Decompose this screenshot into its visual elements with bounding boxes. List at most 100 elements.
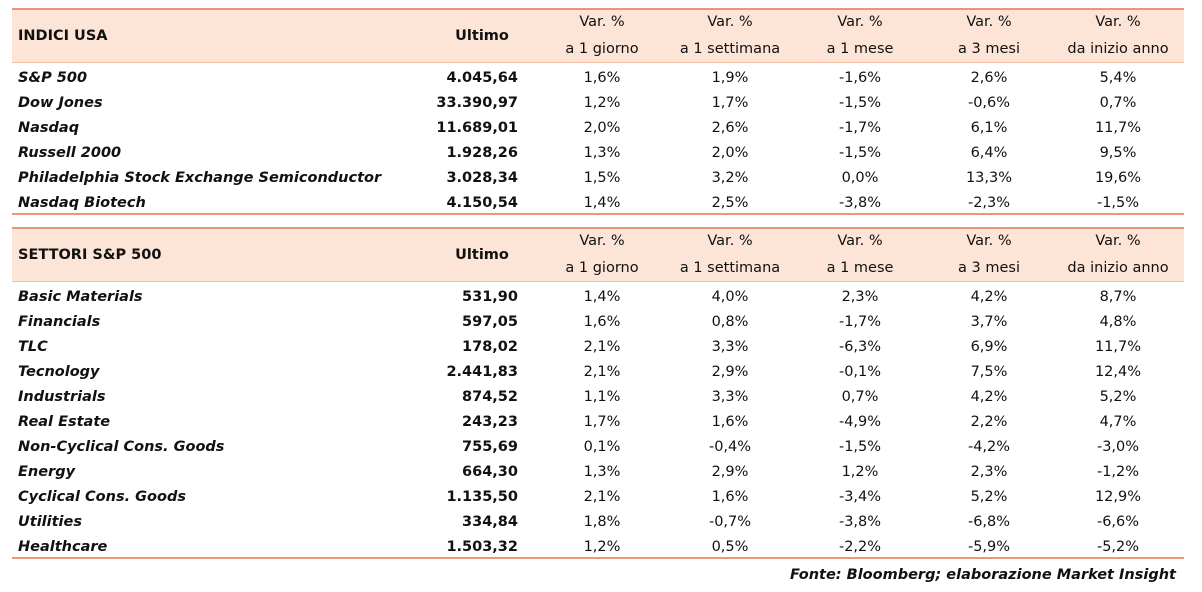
column-header: Var. % bbox=[966, 233, 1012, 249]
source: Fonte: Bloomberg; elaborazione Market In… bbox=[789, 567, 1176, 583]
var-value: 2,1% bbox=[583, 489, 621, 505]
last-value: 4.150,54 bbox=[446, 195, 518, 211]
row-name: Tecnology bbox=[18, 364, 100, 380]
row-name: Energy bbox=[18, 464, 76, 480]
table-title: INDICI USA bbox=[18, 28, 108, 44]
column-header: a 1 giorno bbox=[565, 41, 639, 57]
var-value: 9,5% bbox=[1099, 145, 1137, 161]
last-value: 597,05 bbox=[462, 314, 518, 330]
var-value: 3,3% bbox=[711, 339, 749, 355]
var-value: 2,5% bbox=[711, 195, 749, 211]
var-value: 1,2% bbox=[841, 464, 879, 480]
var-value: -1,5% bbox=[838, 145, 882, 161]
var-value: 7,5% bbox=[970, 364, 1008, 380]
var-value: 1,6% bbox=[583, 314, 621, 330]
var-value: 0,8% bbox=[711, 314, 749, 330]
column-header: da inizio anno bbox=[1067, 41, 1169, 57]
var-value: -1,2% bbox=[1096, 464, 1140, 480]
row-name: Real Estate bbox=[18, 414, 111, 430]
var-value: 0,7% bbox=[841, 389, 879, 405]
var-value: -1,5% bbox=[1096, 195, 1140, 211]
var-value: -3,8% bbox=[838, 514, 882, 530]
last-value: 4.045,64 bbox=[446, 70, 518, 86]
var-value: -0,7% bbox=[708, 514, 752, 530]
column-header: a 3 mesi bbox=[958, 260, 1020, 276]
column-header: a 1 giorno bbox=[565, 260, 639, 276]
column-header: a 1 mese bbox=[826, 260, 894, 276]
table-title: SETTORI S&P 500 bbox=[18, 247, 162, 263]
column-header: Var. % bbox=[837, 233, 883, 249]
var-value: -1,5% bbox=[838, 439, 882, 455]
var-value: 4,2% bbox=[970, 289, 1008, 305]
last-value: 243,23 bbox=[462, 414, 518, 430]
var-value: 1,9% bbox=[711, 70, 749, 86]
column-header: Var. % bbox=[837, 14, 883, 30]
var-value: 4,2% bbox=[970, 389, 1008, 405]
var-value: 0,5% bbox=[711, 539, 749, 555]
var-value: 2,0% bbox=[583, 120, 621, 136]
last-value: 755,69 bbox=[462, 439, 518, 455]
var-value: -1,7% bbox=[838, 314, 882, 330]
var-value: 4,0% bbox=[711, 289, 749, 305]
header-rule bbox=[12, 281, 1184, 282]
row-name: Financials bbox=[18, 314, 101, 330]
var-value: 1,3% bbox=[583, 145, 621, 161]
column-header: a 1 mese bbox=[826, 41, 894, 57]
last-value: 334,84 bbox=[462, 514, 518, 530]
last-value: 1.503,32 bbox=[446, 539, 518, 555]
var-value: 0,1% bbox=[583, 439, 621, 455]
row-name: Non-Cyclical Cons. Goods bbox=[18, 439, 225, 455]
var-value: 4,8% bbox=[1099, 314, 1137, 330]
var-value: 1,8% bbox=[583, 514, 621, 530]
var-value: -3,4% bbox=[838, 489, 882, 505]
var-value: 1,2% bbox=[583, 539, 621, 555]
var-value: -2,2% bbox=[838, 539, 882, 555]
var-value: 2,9% bbox=[711, 364, 749, 380]
last-value: 531,90 bbox=[462, 289, 518, 305]
var-value: 2,9% bbox=[711, 464, 749, 480]
var-value: 1,4% bbox=[583, 289, 621, 305]
last-value: 1.135,50 bbox=[446, 489, 518, 505]
column-header: Var. % bbox=[579, 14, 625, 30]
var-value: 4,7% bbox=[1099, 414, 1137, 430]
var-value: 2,1% bbox=[583, 364, 621, 380]
column-header: da inizio anno bbox=[1067, 260, 1169, 276]
var-value: 2,2% bbox=[970, 414, 1008, 430]
last-value: 178,02 bbox=[462, 339, 518, 355]
last-value: 664,30 bbox=[462, 464, 518, 480]
var-value: 12,9% bbox=[1094, 489, 1142, 505]
var-value: 2,3% bbox=[841, 289, 879, 305]
var-value: 12,4% bbox=[1094, 364, 1142, 380]
row-name: Nasdaq Biotech bbox=[18, 195, 146, 211]
last-value: 11.689,01 bbox=[436, 120, 518, 136]
top-rule bbox=[12, 8, 1184, 10]
var-value: 3,3% bbox=[711, 389, 749, 405]
var-value: -6,6% bbox=[1096, 514, 1140, 530]
row-name: Industrials bbox=[18, 389, 106, 405]
var-value: 1,2% bbox=[583, 95, 621, 111]
var-value: -4,2% bbox=[967, 439, 1011, 455]
var-value: -1,7% bbox=[838, 120, 882, 136]
var-value: 11,7% bbox=[1094, 120, 1142, 136]
var-value: -6,3% bbox=[838, 339, 882, 355]
var-value: 1,7% bbox=[583, 414, 621, 430]
var-value: -1,5% bbox=[838, 95, 882, 111]
var-value: 3,7% bbox=[970, 314, 1008, 330]
column-header: Var. % bbox=[579, 233, 625, 249]
column-header: Var. % bbox=[707, 233, 753, 249]
column-header: Var. % bbox=[1095, 233, 1141, 249]
var-value: 2,0% bbox=[711, 145, 749, 161]
var-value: -0,6% bbox=[967, 95, 1011, 111]
var-value: -6,8% bbox=[967, 514, 1011, 530]
var-value: 8,7% bbox=[1099, 289, 1137, 305]
var-value: 1,3% bbox=[583, 464, 621, 480]
var-value: 2,3% bbox=[970, 464, 1008, 480]
row-name: Healthcare bbox=[18, 539, 108, 555]
var-value: 3,2% bbox=[711, 170, 749, 186]
column-header: Ultimo bbox=[455, 28, 509, 44]
var-value: 1,6% bbox=[583, 70, 621, 86]
header-band bbox=[12, 8, 1184, 62]
var-value: 0,0% bbox=[841, 170, 879, 186]
row-name: Dow Jones bbox=[18, 95, 103, 111]
var-value: 19,6% bbox=[1094, 170, 1142, 186]
